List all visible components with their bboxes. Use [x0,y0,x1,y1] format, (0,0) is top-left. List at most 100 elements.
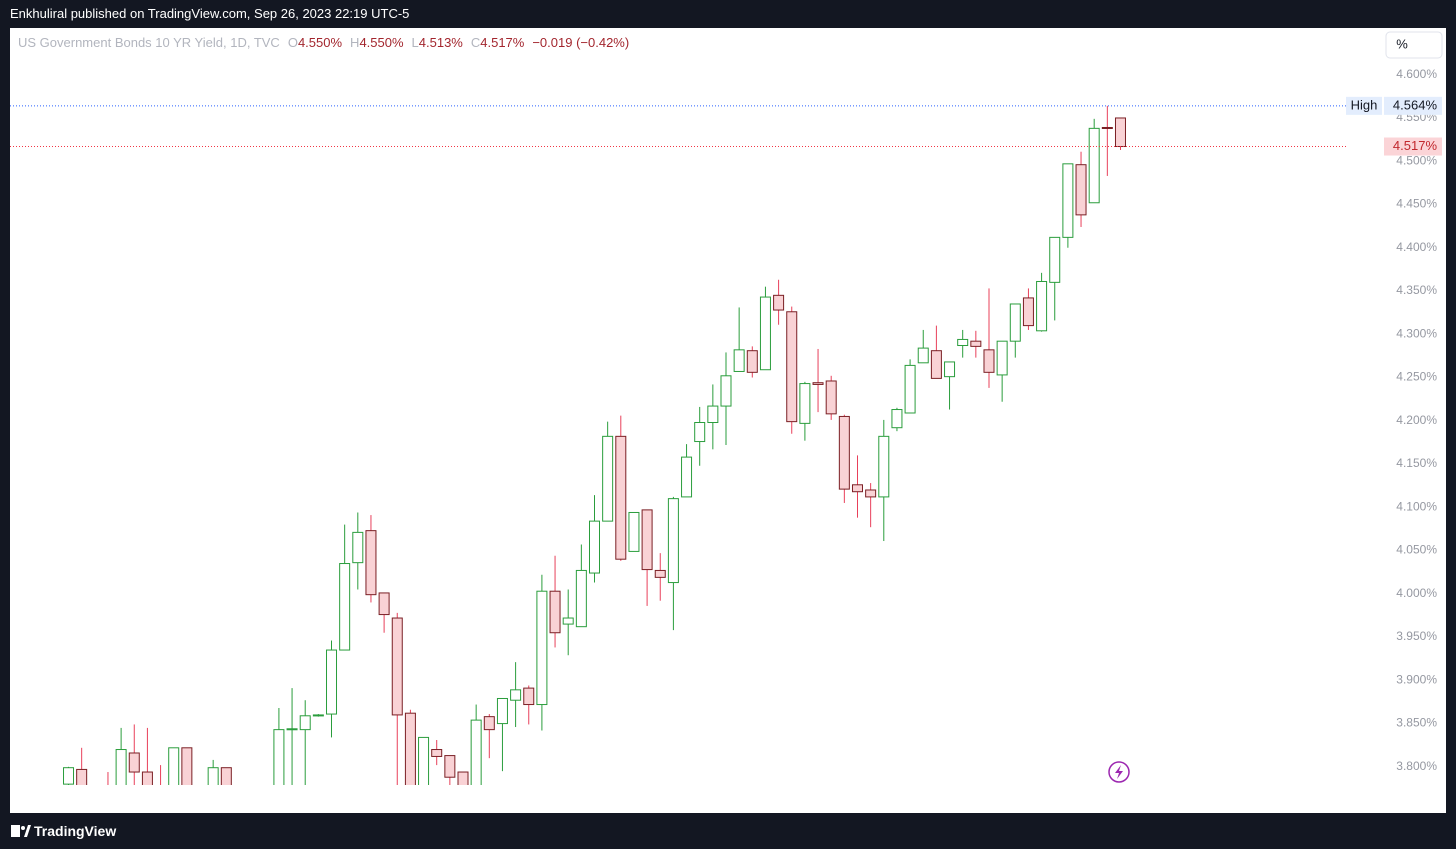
candle-body [510,689,522,701]
candle-body [128,752,140,773]
y-tick-label: 4.050% [1396,543,1437,557]
candle-body [273,729,285,785]
candle-body [365,530,377,596]
candle-body [562,617,574,625]
change: −0.019 (−0.42%) [532,35,629,50]
candle-body [628,511,640,552]
ohlc-value: 4.550% [359,35,404,50]
candle-body [299,715,311,731]
candle-body [917,347,929,364]
candle-body [483,716,495,731]
y-tick-label: 4.300% [1396,326,1437,340]
brand: TradingView [34,823,117,839]
candle-body [720,375,732,407]
candle-body [418,736,430,785]
candle-body [957,338,969,347]
lightning-icon[interactable] [1108,761,1130,783]
y-tick-label: 4.400% [1396,240,1437,254]
ohlc-value: 4.550% [298,35,343,50]
ohlc-key: H [350,35,359,50]
ohlc-value: 4.517% [480,35,525,50]
candle-body [1036,280,1048,332]
ohlc-key: O [288,35,298,50]
candle-body [76,768,88,785]
candle-body [1088,127,1100,204]
candle-body [1101,126,1113,129]
candle-body [1062,163,1074,238]
candle-body [391,617,403,716]
candle-body [746,350,758,373]
candle-body [799,383,811,424]
candle-body [733,349,745,372]
y-tick-label: 4.250% [1396,370,1437,384]
candle-body [602,435,614,522]
candle-body [549,590,561,634]
y-tick-label: 3.850% [1396,716,1437,730]
y-tick-label: 3.800% [1396,759,1437,773]
y-tick-label: 3.900% [1396,672,1437,686]
candle-body [641,509,653,571]
candle-body [339,563,351,651]
candle-body [220,767,232,785]
candle-body [838,415,850,490]
candle-body [825,380,837,415]
y-tick-label: 4.500% [1396,153,1437,167]
candle-body [878,435,890,498]
candle-body [536,590,548,706]
candle-body [326,649,338,715]
candle-body [1114,117,1126,148]
symbol-title: US Government Bonds 10 YR Yield, 1D, TVC [18,35,280,50]
candle-body [496,697,508,725]
legend: US Government Bonds 10 YR Yield, 1D, TVC… [18,35,629,50]
chart-panel [10,28,1446,813]
candle-body [654,569,666,578]
candle-body [786,311,798,423]
candle-body [707,405,719,424]
candle-body [759,296,771,371]
candle-body [457,771,469,785]
y-tick-label: 4.150% [1396,456,1437,470]
candle-body [615,435,627,560]
candle-body [1049,236,1061,283]
ohlc-key: L [412,35,419,50]
candle-body [1075,164,1087,216]
candle-body [773,294,785,311]
price-name-box [1346,96,1382,115]
candle-body [444,755,456,778]
candle-body [904,364,916,414]
publisher-line: Enkhuliral published on TradingView.com,… [10,6,410,21]
y-tick-label: 4.200% [1396,413,1437,427]
candle-body [352,531,364,564]
candle-body [1009,303,1021,342]
candle-body [667,498,679,584]
y-tick-label: 4.600% [1396,67,1437,81]
candle-body [63,767,75,785]
candle-body [378,592,390,616]
candle-body [944,361,956,378]
candle-body [115,749,127,785]
candle-body [865,489,877,498]
candle-body [181,747,193,785]
scale-button[interactable] [1385,31,1443,59]
candle-body [523,687,535,706]
candle-body [431,749,443,757]
candle-body [996,340,1008,376]
y-tick-label: 4.350% [1396,283,1437,297]
candle-body [589,520,600,574]
price-label: 4.517% [1393,138,1438,153]
candle-body [404,712,416,785]
candle-body [470,719,482,785]
tv-logo [11,825,31,837]
price-label: 4.564% [1393,97,1438,112]
scale-button-label[interactable]: % [1396,36,1408,51]
candle-body [970,340,982,347]
y-tick-label: 4.450% [1396,197,1437,211]
candle-body [286,728,298,731]
price-label-box [1384,137,1442,156]
price-label-box [1384,96,1442,115]
candle-body [812,382,824,385]
y-tick-label: 4.100% [1396,499,1437,513]
candle-body [168,747,180,785]
